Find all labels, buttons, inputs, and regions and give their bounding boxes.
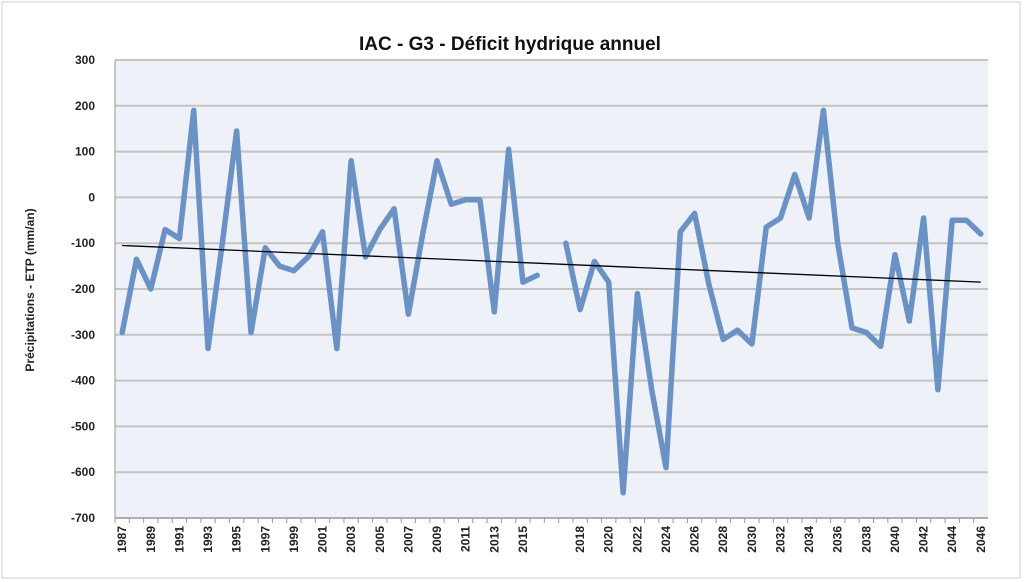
data-series-line: [563, 107, 984, 496]
y-tick-label: -100: [71, 236, 95, 250]
y-tick-label: 300: [75, 53, 95, 67]
y-tick-label: 200: [75, 99, 95, 113]
x-tick-label: 2020: [602, 526, 616, 553]
y-tick-label: -700: [71, 511, 95, 525]
x-tick-label: 2001: [316, 526, 330, 553]
x-tick-label: 2013: [487, 526, 501, 553]
x-tick-label: 2028: [716, 526, 730, 553]
x-tick-label: 2044: [945, 526, 959, 553]
x-tick-label: 2032: [773, 526, 787, 553]
x-tick-label: 2005: [373, 526, 387, 553]
x-tick-label: 1995: [230, 526, 244, 553]
x-tick-label: 2009: [430, 526, 444, 553]
x-tick-label: 2046: [974, 526, 988, 553]
x-tick-label: 2007: [401, 526, 415, 553]
y-tick-label: -200: [71, 282, 95, 296]
x-tick-label: 2040: [888, 526, 902, 553]
x-tick-label: 2003: [344, 526, 358, 553]
x-tick-label: 2015: [516, 526, 530, 553]
y-axis-label: Précipitations - ETP (mm/an): [23, 208, 37, 371]
x-tick-label: 1999: [287, 526, 301, 553]
x-tick-label: 2036: [831, 526, 845, 553]
y-tick-label: -300: [71, 328, 95, 342]
x-tick-label: 2018: [573, 526, 587, 553]
x-tick-label: 2026: [688, 526, 702, 553]
y-tick-label: 100: [75, 145, 95, 159]
x-tick-label: 2011: [459, 526, 473, 552]
y-tick-label: -400: [71, 374, 95, 388]
x-tick-label: 1991: [172, 526, 186, 553]
y-tick-label: -500: [71, 419, 95, 433]
x-tick-label: 1989: [144, 526, 158, 553]
y-tick-label: -600: [71, 465, 95, 479]
chart-title: IAC - G3 - Déficit hydrique annuel: [359, 34, 661, 55]
x-tick-label: 1987: [115, 526, 129, 553]
x-tick-label: 2024: [659, 526, 673, 553]
x-tick-label: 1997: [258, 526, 272, 553]
trend-line: [122, 244, 981, 283]
x-tick-label: 2030: [745, 526, 759, 553]
x-tick-label: 2022: [630, 526, 644, 553]
y-tick-label: 0: [88, 190, 95, 204]
data-series-line: [119, 107, 540, 352]
x-tick-label: 2038: [859, 526, 873, 553]
x-tick-label: 2034: [802, 526, 816, 553]
x-tick-label: 2042: [917, 526, 931, 553]
x-tick-label: 1993: [201, 526, 215, 553]
